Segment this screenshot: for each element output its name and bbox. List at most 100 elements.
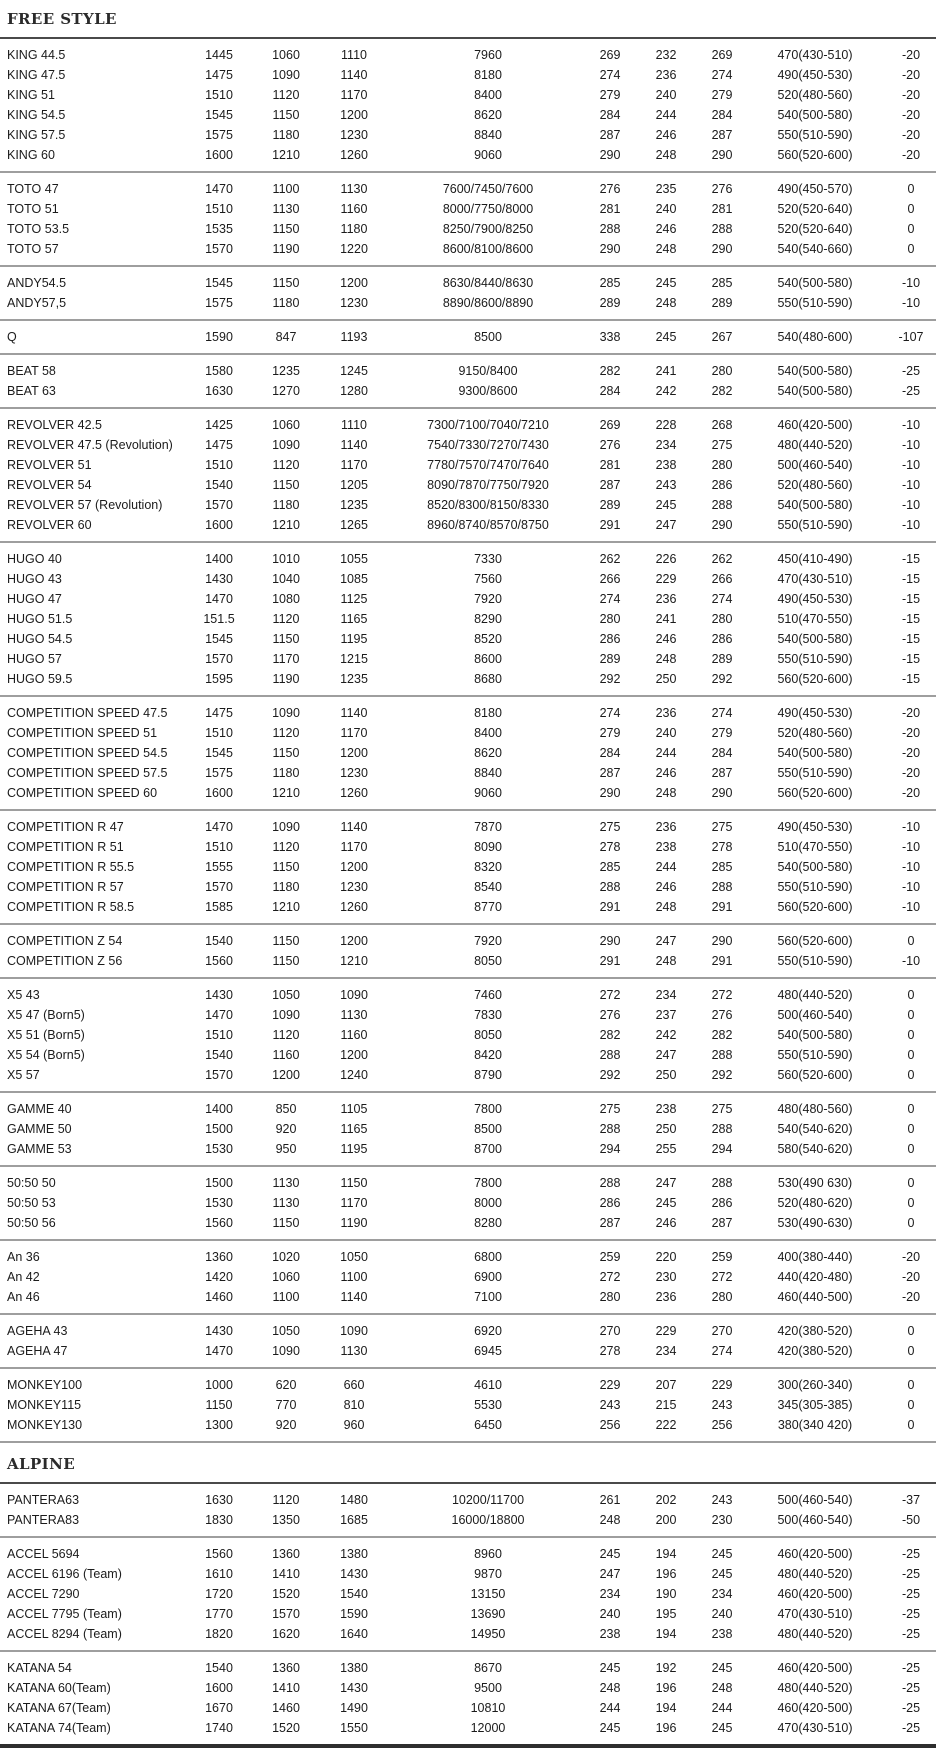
setback-cell: 0 [907,1142,915,1156]
value-cell: 200 [655,1513,677,1527]
radius-cell: 460(440-500) [777,1290,853,1304]
setback-cell: 0 [907,1008,915,1022]
length-cell: 1560 [205,1216,233,1230]
radius-cell: 400(380-440) [777,1250,853,1264]
value-cell: 243 [711,1493,733,1507]
value-cell: 238 [599,1627,621,1641]
value-cell: 274 [599,592,621,606]
value-cell: 285 [599,860,621,874]
value-cell: 245 [655,1196,677,1210]
radius-cell: 560(520-600) [777,934,853,948]
value-cell: 289 [711,296,733,310]
weight-cell: 8790 [474,1068,502,1082]
value-cell: 274 [599,68,621,82]
length-cell: 1500 [205,1176,233,1190]
length-cell: 1575 [205,766,233,780]
value-cell: 1210 [272,900,300,914]
model-group: BEAT 58 1580 1235 1245 9150/8400 282 241… [0,353,936,407]
value-cell: 275 [711,438,733,452]
value-cell: 1060 [272,48,300,62]
value-cell: 245 [655,276,677,290]
length-cell: 1470 [205,182,233,196]
value-cell: 280 [711,1290,733,1304]
value-cell: 289 [599,498,621,512]
model-name-cell: 50:50 50 [7,1176,56,1190]
setback-cell: 0 [907,1068,915,1082]
value-cell: 247 [655,934,677,948]
length-cell: 1540 [205,1048,233,1062]
length-cell: 1430 [205,572,233,586]
value-cell: 255 [655,1142,677,1156]
model-name-cell: AGEHA 47 [7,1344,68,1358]
setback-cell: 0 [907,1122,915,1136]
value-cell: 248 [655,786,677,800]
value-cell: 1110 [341,48,367,62]
table-row: TOTO 53.5 1535 1150 1180 8250/7900/8250 … [0,219,936,239]
value-cell: 1165 [340,612,368,626]
section-title: ALPINE [7,1455,76,1473]
radius-cell: 560(520-600) [777,148,853,162]
table-row: 50:50 50 1500 1130 1150 7800 288 247 288… [0,1173,936,1193]
setback-cell: -20 [901,1290,921,1304]
setback-cell: -20 [901,48,921,62]
radius-cell: 540(500-580) [777,498,853,512]
weight-cell: 8960/8740/8570/8750 [427,518,549,532]
value-cell: 1150 [272,276,300,290]
value-cell: 268 [711,418,733,432]
radius-cell: 470(430-510) [777,1721,853,1735]
value-cell: 1200 [340,746,368,760]
radius-cell: 540(500-580) [777,384,853,398]
value-cell: 290 [599,148,621,162]
model-name-cell: PANTERA63 [7,1493,80,1507]
title-rule [0,37,936,39]
value-cell: 194 [655,1701,677,1715]
setback-cell: -10 [901,438,921,452]
radius-cell: 540(500-580) [777,364,853,378]
length-cell: 1530 [205,1196,233,1210]
model-name-cell: KATANA 60(Team) [7,1681,111,1695]
radius-cell: 520(480-560) [777,88,853,102]
value-cell: 1230 [340,880,368,894]
value-cell: 286 [711,1196,733,1210]
value-cell: 810 [343,1398,365,1412]
value-cell: 282 [711,1028,733,1042]
radius-cell: 550(510-590) [777,518,853,532]
value-cell: 1020 [272,1250,300,1264]
setback-cell: 0 [907,1344,915,1358]
setback-cell: -25 [901,364,921,378]
value-cell: 1265 [340,518,368,532]
value-cell: 238 [655,840,677,854]
length-cell: 1830 [205,1513,233,1527]
value-cell: 248 [599,1513,621,1527]
model-name-cell: HUGO 57 [7,652,62,666]
radius-cell: 470(430-510) [777,1607,853,1621]
length-cell: 1595 [205,672,233,686]
model-name-cell: COMPETITION Z 56 [7,954,123,968]
value-cell: 281 [711,202,733,216]
value-cell: 220 [655,1250,677,1264]
model-name-cell: KING 44.5 [7,48,66,62]
weight-cell: 8520/8300/8150/8330 [427,498,549,512]
value-cell: 1245 [340,364,368,378]
radius-cell: 540(540-620) [777,1122,853,1136]
length-cell: 1470 [205,820,233,834]
value-cell: 256 [599,1418,621,1432]
model-name-cell: COMPETITION R 47 [7,820,124,834]
length-cell: 1600 [205,786,233,800]
value-cell: 288 [599,222,621,236]
weight-cell: 9060 [474,786,502,800]
value-cell: 1230 [340,296,368,310]
value-cell: 248 [655,652,677,666]
length-cell: 1460 [205,1290,233,1304]
value-cell: 242 [655,384,677,398]
weight-cell: 6450 [474,1418,502,1432]
value-cell: 207 [655,1378,677,1392]
model-name-cell: HUGO 59.5 [7,672,73,686]
value-cell: 1180 [272,880,300,894]
model-group: GAMME 40 1400 850 1105 7800 275 238 275 … [0,1091,936,1165]
value-cell: 1120 [272,1028,300,1042]
weight-cell: 7460 [474,988,502,1002]
setback-cell: 0 [907,1102,915,1116]
setback-cell: -15 [901,672,921,686]
